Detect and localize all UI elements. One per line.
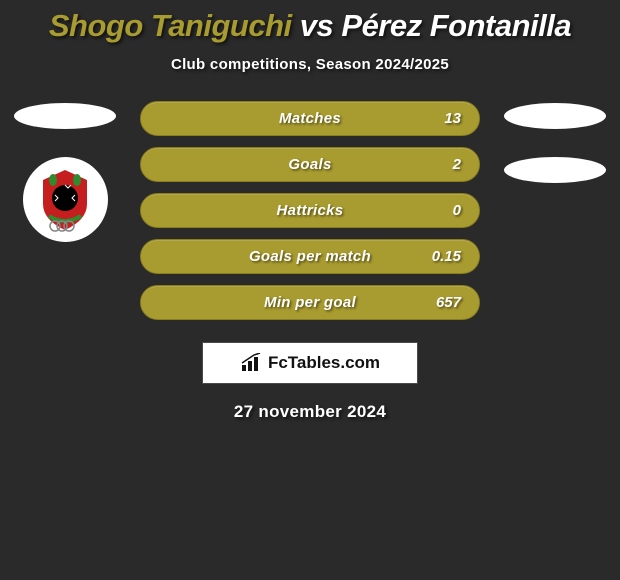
subtitle: Club competitions, Season 2024/2025: [0, 56, 620, 73]
player2-name: Pérez Fontanilla: [341, 8, 571, 43]
stat-label: Matches: [279, 110, 341, 127]
player2-placeholder-ellipse: [504, 103, 606, 129]
page-title: Shogo Taniguchi vs Pérez Fontanilla: [0, 8, 620, 44]
stat-value: 0.15: [432, 248, 461, 265]
stat-bar-goals: Goals 2: [140, 147, 480, 182]
stat-value: 13: [444, 110, 461, 127]
stat-bar-goals-per-match: Goals per match 0.15: [140, 239, 480, 274]
stat-label: Hattricks: [277, 202, 344, 219]
player1-name: Shogo Taniguchi: [49, 8, 292, 43]
stat-value: 0: [453, 202, 461, 219]
stat-bar-matches: Matches 13: [140, 101, 480, 136]
stat-value: 2: [453, 156, 461, 173]
stat-value: 657: [436, 294, 461, 311]
brand-name: FcTables.com: [268, 353, 380, 373]
stats-column: Matches 13 Goals 2 Hattricks 0 Goals per…: [140, 101, 480, 320]
player2-placeholder-ellipse: [504, 157, 606, 183]
stat-label: Goals: [288, 156, 331, 173]
club-crest-icon: [29, 164, 101, 236]
club-logo: [23, 157, 108, 242]
date-label: 27 november 2024: [0, 402, 620, 422]
right-column: [500, 101, 610, 183]
vs-label: vs: [300, 8, 333, 43]
left-column: [10, 101, 120, 242]
stat-bar-min-per-goal: Min per goal 657: [140, 285, 480, 320]
player1-placeholder-ellipse: [14, 103, 116, 129]
comparison-card: Shogo Taniguchi vs Pérez Fontanilla Club…: [0, 0, 620, 422]
stat-label: Min per goal: [264, 294, 356, 311]
stat-bar-hattricks: Hattricks 0: [140, 193, 480, 228]
brand-chart-icon: [240, 353, 264, 373]
main-row: Matches 13 Goals 2 Hattricks 0 Goals per…: [0, 101, 620, 320]
brand-box: FcTables.com: [202, 342, 418, 384]
stat-label: Goals per match: [249, 248, 371, 265]
